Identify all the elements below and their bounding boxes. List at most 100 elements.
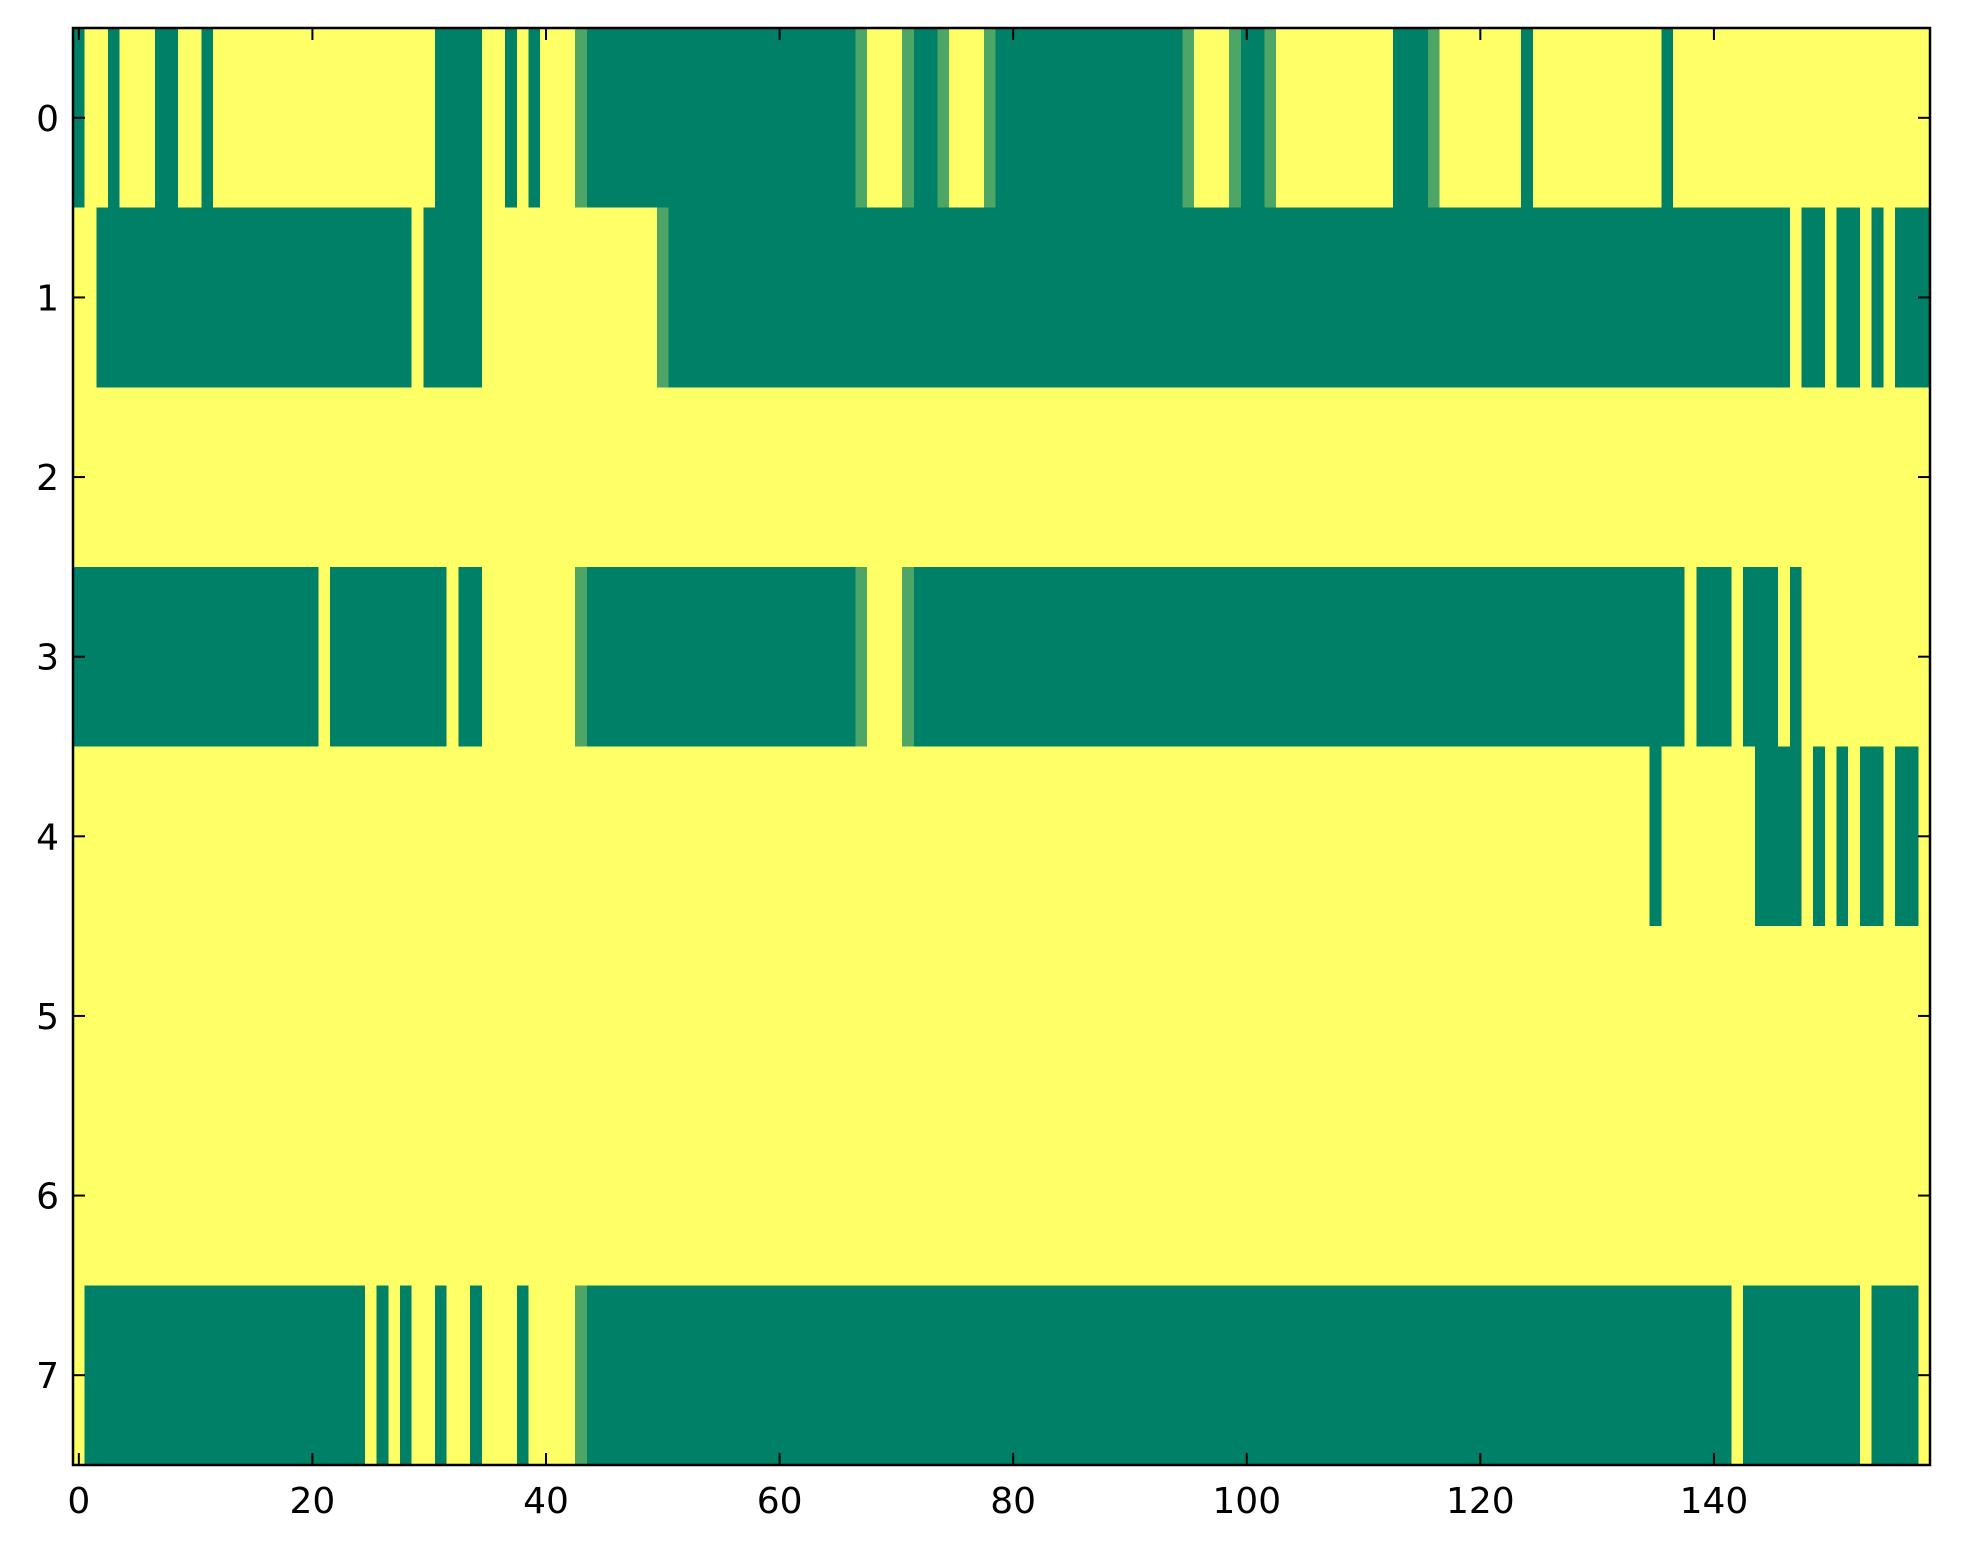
heatmap-cell [446, 387, 460, 568]
heatmap-cell [1567, 28, 1581, 209]
heatmap-cell [1240, 566, 1254, 748]
heatmap-cell [797, 566, 810, 748]
heatmap-cell [166, 1105, 179, 1286]
heatmap-cell [727, 746, 740, 927]
heatmap-cell [1626, 207, 1639, 388]
heatmap-cell [1743, 28, 1756, 209]
heatmap-cell [1264, 1105, 1277, 1286]
heatmap-cell [1801, 566, 1814, 748]
heatmap-cell [1252, 566, 1265, 748]
heatmap-cell [1439, 1285, 1452, 1466]
heatmap-cell [376, 746, 389, 927]
heatmap-cell [1205, 28, 1219, 209]
heatmap-cell [586, 566, 600, 748]
heatmap-cell [1684, 28, 1698, 209]
heatmap-cell [785, 746, 798, 927]
heatmap-cell [867, 387, 880, 568]
heatmap-cell [1486, 746, 1499, 927]
heatmap-cell [575, 387, 588, 568]
heatmap-cell [563, 746, 576, 927]
heatmap-cell [680, 566, 693, 748]
heatmap-cell [1556, 207, 1569, 388]
heatmap-cell [925, 566, 938, 748]
heatmap-cell [621, 746, 635, 927]
heatmap-cell [1182, 28, 1195, 209]
heatmap-cell [551, 387, 565, 568]
heatmap-cell [411, 566, 424, 748]
heatmap-cell [1766, 746, 1779, 927]
heatmap-cell [785, 926, 798, 1107]
heatmap-cell [364, 1105, 378, 1286]
heatmap-cell [1054, 28, 1067, 209]
heatmap-cell [1579, 1285, 1592, 1466]
heatmap-cell [84, 207, 97, 388]
heatmap-cell [411, 207, 424, 388]
heatmap-cell [1602, 746, 1616, 927]
heatmap-cell [820, 1105, 833, 1286]
heatmap-cell [318, 746, 331, 927]
heatmap-cell [1042, 1105, 1055, 1286]
heatmap-cell [1497, 207, 1511, 388]
heatmap-cell [1754, 746, 1768, 927]
heatmap-cell [1427, 746, 1441, 927]
heatmap-cell [1521, 1285, 1534, 1466]
heatmap-cell [1112, 1285, 1125, 1466]
heatmap-cell [773, 1285, 787, 1466]
heatmap-cell [119, 566, 132, 748]
heatmap-cell [213, 746, 226, 927]
heatmap-cell [1883, 926, 1896, 1107]
heatmap-cell [551, 207, 565, 388]
heatmap-cell [1614, 1105, 1627, 1286]
heatmap-cell [1579, 28, 1592, 209]
heatmap-cell [727, 28, 740, 209]
heatmap-cell [948, 746, 962, 927]
heatmap-cell [680, 1285, 693, 1466]
heatmap-cell [1521, 28, 1534, 209]
heatmap-cell [1264, 746, 1277, 927]
heatmap-cell [1521, 566, 1534, 748]
heatmap-cell [283, 1105, 296, 1286]
heatmap-cell [1743, 1285, 1756, 1466]
heatmap-cell [505, 28, 518, 209]
heatmap-cell [1007, 207, 1020, 388]
heatmap-cell [1089, 1285, 1102, 1466]
heatmap-cell [715, 566, 728, 748]
heatmap-cell [189, 1285, 203, 1466]
heatmap-cell [143, 28, 156, 209]
heatmap-cell [738, 566, 751, 748]
heatmap-cell [1883, 387, 1896, 568]
heatmap-cell [878, 28, 892, 209]
heatmap-cell [1264, 926, 1277, 1107]
heatmap-cell [1778, 1285, 1791, 1466]
heatmap-cell [1451, 387, 1464, 568]
heatmap-cell [283, 1285, 296, 1466]
heatmap-cell [1509, 1105, 1522, 1286]
heatmap-cell [1392, 1285, 1406, 1466]
heatmap-cell [143, 207, 156, 388]
heatmap-cell [785, 566, 798, 748]
heatmap-cell [563, 1105, 576, 1286]
heatmap-cell [1392, 387, 1406, 568]
heatmap-cell [1684, 387, 1698, 568]
heatmap-cell [435, 566, 448, 748]
heatmap-cell [1544, 387, 1557, 568]
heatmap-cell [797, 926, 810, 1107]
heatmap-cell [1661, 566, 1674, 748]
heatmap-cell [1638, 28, 1651, 209]
heatmap-cell [703, 387, 716, 568]
heatmap-cell [1007, 926, 1020, 1107]
heatmap-cell [1602, 566, 1616, 748]
heatmap-cell [248, 207, 261, 388]
heatmap-cell [189, 28, 203, 209]
heatmap-cell [960, 387, 973, 568]
heatmap-cell [1404, 746, 1417, 927]
heatmap-cell [575, 926, 588, 1107]
heatmap-cell [236, 926, 249, 1107]
heatmap-cell [878, 1285, 892, 1466]
heatmap-cell [1661, 1285, 1674, 1466]
heatmap-cell [259, 1285, 273, 1466]
heatmap-cell [797, 1285, 810, 1466]
heatmap-cell [271, 926, 284, 1107]
heatmap-cell [1661, 1105, 1674, 1286]
